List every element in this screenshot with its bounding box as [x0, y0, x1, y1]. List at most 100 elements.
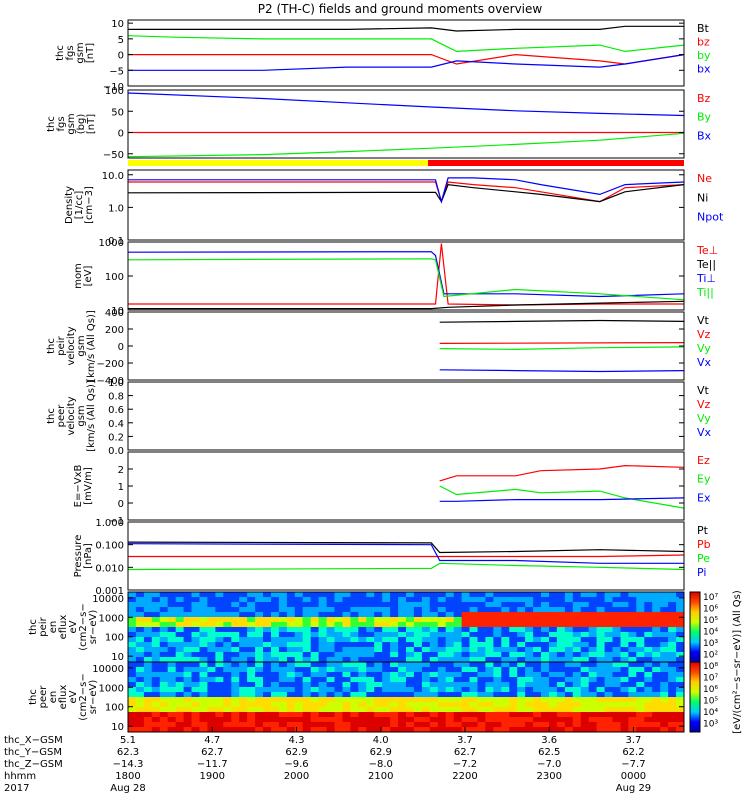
spectrogram-cell — [263, 712, 272, 718]
y-axis-label-line: Pressure — [73, 535, 84, 578]
spectrogram-cell — [652, 697, 661, 703]
spectrogram-cell — [636, 717, 645, 723]
colorbar-tick-label: 10² — [703, 651, 718, 661]
spectrogram-cell — [596, 707, 605, 713]
spectrogram-cell — [580, 677, 590, 683]
spectrogram-cell — [676, 637, 685, 643]
spectrogram-cell — [247, 647, 256, 653]
spectrogram-cell — [390, 632, 399, 638]
spectrogram-cell — [294, 682, 304, 688]
spectrogram-cell — [326, 627, 335, 633]
spectrogram-cell — [318, 602, 327, 608]
y-axis-label-line: eV — [68, 620, 79, 633]
spectrogram-cell — [183, 612, 192, 618]
spectrogram-cell — [175, 722, 185, 728]
spectrogram-cell — [628, 662, 637, 668]
spectrogram-cell — [263, 592, 272, 598]
spectrogram-cell — [167, 652, 177, 658]
spectrogram-cell — [572, 687, 582, 693]
spectrogram-cell — [374, 707, 383, 713]
spectrogram-cell — [207, 702, 216, 708]
spectrogram-cell — [652, 667, 661, 673]
spectrogram-cell — [350, 727, 359, 733]
spectrogram-cell — [271, 702, 280, 708]
spectrogram-cell — [461, 722, 470, 728]
spectrogram-cell — [334, 652, 343, 658]
spectrogram-cell — [676, 677, 685, 683]
spectrogram-cell — [342, 717, 351, 723]
spectrogram-cell — [271, 612, 280, 618]
spectrogram-cell — [143, 607, 153, 613]
series-line-Te|| — [128, 300, 685, 310]
spectrogram-cell — [636, 612, 645, 618]
spectrogram-cell — [191, 702, 200, 708]
y-tick-label: 0 — [118, 342, 124, 353]
spectrogram-cell — [223, 727, 232, 733]
spectrogram-cell — [477, 677, 486, 683]
spectrogram-cell — [382, 717, 391, 723]
spectrogram-cell — [159, 617, 169, 623]
spectrogram-cell — [223, 652, 232, 658]
spectrogram-cell — [183, 722, 192, 728]
x-tick-label-zgsm: −14.3 — [113, 759, 144, 770]
spectrogram-cell — [310, 707, 320, 713]
spectrogram-cell — [549, 687, 558, 693]
spectrogram-cell — [413, 647, 423, 653]
spectrogram-cell — [517, 642, 526, 648]
spectrogram-cell — [652, 707, 661, 713]
series-line-Ti|| — [127, 258, 685, 301]
spectrogram-cell — [398, 607, 407, 613]
spectrogram-cell — [135, 687, 145, 693]
spectrogram-cell — [485, 682, 494, 688]
spectrogram-cell — [366, 672, 375, 678]
spectrogram-cell — [676, 657, 685, 663]
spectrogram-cell — [342, 607, 351, 613]
spectrogram-cell — [421, 592, 431, 598]
spectrogram-cell — [668, 652, 677, 658]
spectrogram-cell — [604, 727, 613, 733]
panel-8: 1.0000.1000.0100.001Pressure[nPa]PtPbPeP… — [73, 518, 711, 597]
spectrogram-cell — [350, 647, 359, 653]
spectrogram-cell — [143, 662, 153, 668]
spectrogram-cell — [485, 697, 494, 703]
spectrogram-cell — [564, 667, 574, 673]
spectrogram-cell — [398, 697, 407, 703]
spectrogram-cell — [135, 657, 145, 663]
spectrogram-cell — [556, 667, 566, 673]
spectrogram-cell — [564, 627, 574, 633]
spectrogram-cell — [533, 662, 542, 668]
spectrogram-cell — [286, 652, 296, 658]
spectrogram-cell — [128, 692, 137, 698]
spectrogram-cell — [541, 672, 550, 678]
spectrogram-cell — [421, 647, 431, 653]
spectrogram-cell — [596, 652, 605, 658]
spectrogram-cell — [390, 717, 399, 723]
spectrogram-cell — [159, 697, 169, 703]
spectrogram-cell — [453, 637, 463, 643]
spectrogram-cell — [271, 692, 280, 698]
spectrogram-cell — [628, 622, 637, 628]
spectrogram-cell — [326, 707, 335, 713]
spectrogram-cell — [239, 592, 248, 598]
spectrogram-cell — [676, 697, 685, 703]
spectrogram-cell — [668, 637, 677, 643]
spectrogram-cell — [445, 597, 455, 603]
spectrogram-cell — [533, 612, 542, 618]
spectrogram-cell — [302, 602, 312, 608]
spectrogram-cell — [620, 647, 629, 653]
spectrogram-cell — [564, 647, 574, 653]
spectrogram-cell — [382, 722, 391, 728]
spectrogram-cell — [541, 662, 550, 668]
spectrogram-cell — [612, 662, 621, 668]
spectrogram-cell — [167, 647, 177, 653]
spectrogram-cell — [572, 607, 582, 613]
spectrogram-cell — [128, 617, 137, 623]
spectrogram-cell — [628, 697, 637, 703]
spectrogram-cell — [541, 682, 550, 688]
spectrogram-cell — [628, 687, 637, 693]
spectrogram-cell — [628, 592, 637, 598]
spectrogram-cell — [628, 617, 637, 623]
spectrogram-cell — [278, 682, 288, 688]
spectrogram-cell — [580, 687, 590, 693]
